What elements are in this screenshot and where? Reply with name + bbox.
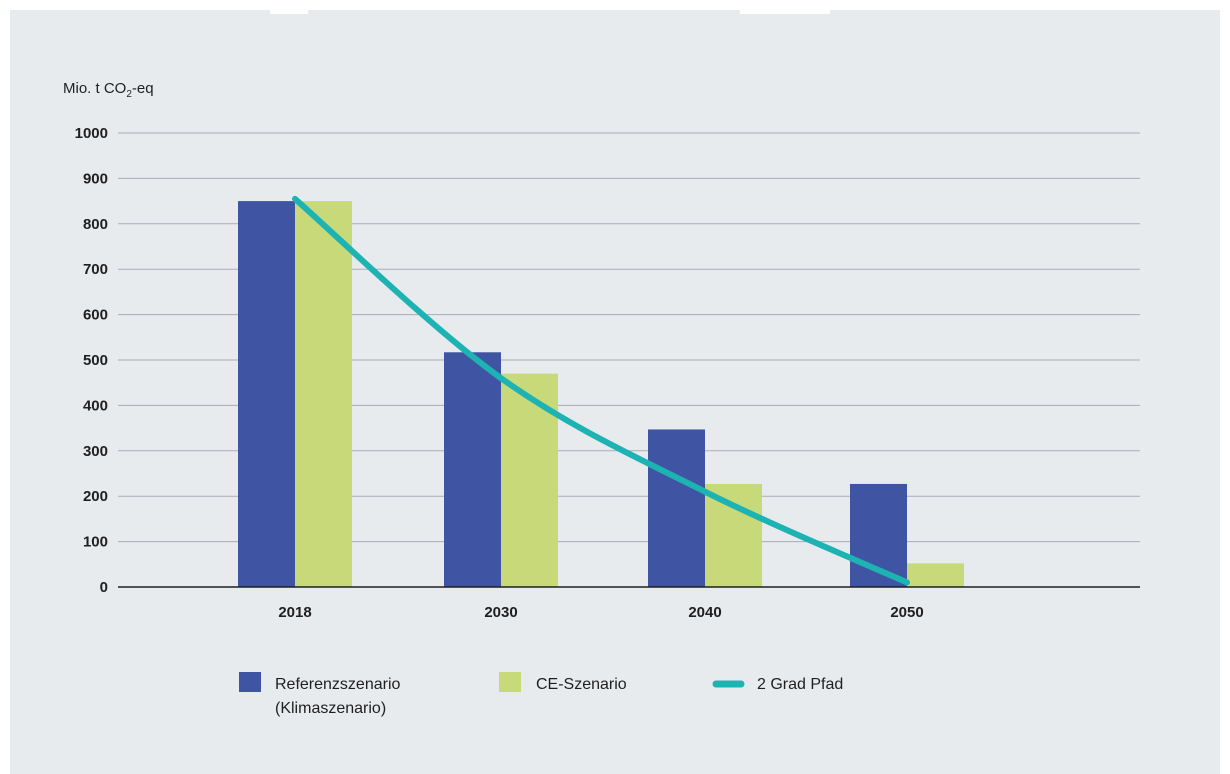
axes: 0 100 200 300 400 500 600 700 800 900 1000 2018 2030… [75,125,1140,621]
decorative-stripe [740,0,830,14]
y-tick-label: 200 [83,488,108,505]
trend-line-2-grad-pfad [292,195,910,586]
x-tick-label: 2030 [484,604,517,621]
y-tick-label: 400 [83,397,108,414]
bar-ce-szenario-2018 [295,201,352,587]
legend-label-referenzszenario: (Klimaszenario) [275,700,386,717]
decorative-stripe [270,0,308,14]
trend-line-layer [292,195,910,586]
y-axis-unit-label: Mio. t CO2-eq [63,80,154,100]
x-tick-label: 2050 [890,604,923,621]
y-tick-label: 0 [100,579,108,596]
legend-label-2-grad-pfad: 2 Grad Pfad [757,676,843,693]
legend-label-ce-szenario: CE-Szenario [536,676,627,693]
legend-swatch-ce-szenario [499,672,521,692]
x-tick-label: 2040 [688,604,721,621]
bar-ce-szenario-2050 [907,563,964,587]
y-tick-label: 100 [83,534,108,551]
legend-label-referenzszenario: Referenzszenario [275,676,401,693]
y-tick-label: 600 [83,307,108,324]
x-tick-label: 2018 [278,604,311,621]
y-tick-label: 800 [83,216,108,233]
y-tick-label: 500 [83,352,108,369]
bar-referenzszenario-2018 [238,201,295,587]
y-tick-label: 900 [83,170,108,187]
y-tick-label: 700 [83,261,108,278]
y-tick-label: 300 [83,443,108,460]
chart-panel [10,10,1220,774]
legend: Referenzszenario (Klimaszenario) CE-Szenar… [239,672,843,717]
legend-swatch-referenzszenario [239,672,261,692]
bars [238,201,964,587]
bar-ce-szenario-2030 [501,373,558,587]
bar-ce-szenario-2040 [705,483,762,587]
y-tick-label: 1000 [75,125,108,142]
bar-referenzszenario-2040 [648,429,705,587]
bar-referenzszenario-2030 [444,352,501,587]
